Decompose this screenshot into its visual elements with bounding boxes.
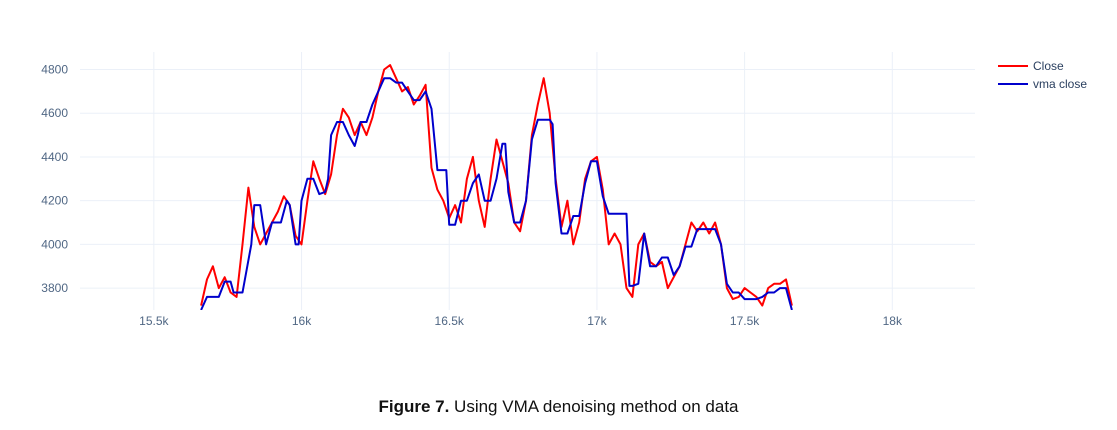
figure-caption: Figure 7. Using VMA denoising method on … — [0, 397, 1117, 417]
x-tick-label: 16k — [292, 314, 312, 328]
y-tick-label: 4600 — [41, 106, 68, 120]
x-tick-label: 18k — [883, 314, 903, 328]
chart-grid — [80, 52, 975, 310]
legend-item-vma-close[interactable]: vma close — [998, 77, 1087, 91]
figure-caption-text: Using VMA denoising method on data — [449, 397, 739, 416]
line-chart: 3800 4000 4200 4400 4600 4800 15.5k 16k 16.5k 17… — [41, 52, 1087, 328]
x-tick-label: 16.5k — [435, 314, 465, 328]
plot-area — [200, 64, 793, 310]
x-tick-label: 17.5k — [730, 314, 760, 328]
legend-item-close[interactable]: Close — [998, 59, 1064, 73]
y-tick-label: 4200 — [41, 194, 68, 208]
y-tick-label: 4000 — [41, 237, 68, 251]
legend-label: Close — [1033, 59, 1064, 73]
y-tick-label: 4800 — [41, 62, 68, 76]
x-tick-label: 15.5k — [139, 314, 169, 328]
figure-label: Figure 7. — [378, 397, 450, 416]
chart-legend[interactable]: Close vma close — [998, 59, 1087, 91]
legend-label: vma close — [1033, 77, 1087, 91]
y-tick-label: 4400 — [41, 150, 68, 164]
series-line-close — [200, 64, 793, 307]
y-axis: 3800 4000 4200 4400 4600 4800 — [41, 62, 68, 295]
y-tick-label: 3800 — [41, 281, 68, 295]
x-tick-label: 17k — [587, 314, 607, 328]
series-line-vma-close — [200, 77, 793, 310]
x-axis: 15.5k 16k 16.5k 17k 17.5k 18k — [139, 314, 903, 328]
